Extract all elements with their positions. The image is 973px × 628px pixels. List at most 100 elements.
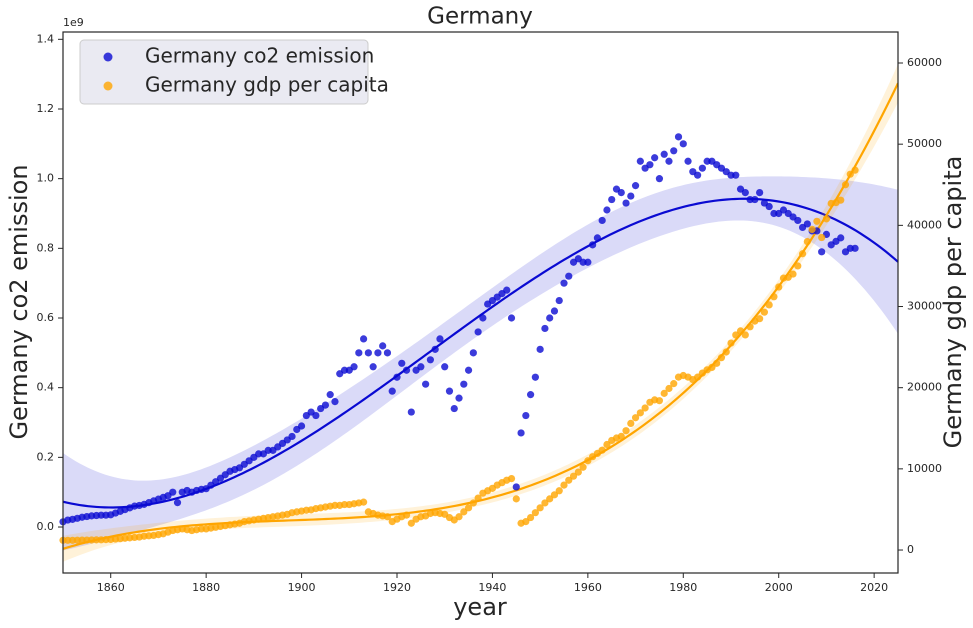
point [536, 345, 544, 353]
y-tick-label: 0.2 [37, 450, 55, 463]
point [584, 258, 592, 266]
point [794, 262, 802, 270]
point [608, 195, 616, 204]
point [636, 157, 644, 165]
point [665, 384, 673, 393]
legend-label: Germany co2 emission [145, 44, 374, 68]
point [331, 398, 339, 406]
point [837, 234, 845, 242]
point [531, 509, 539, 517]
y2-tick-label: 60000 [907, 56, 942, 69]
point [560, 481, 568, 489]
point [364, 349, 372, 357]
point [555, 487, 563, 495]
point [565, 476, 573, 484]
point [837, 196, 845, 204]
point [541, 499, 549, 507]
point [560, 279, 568, 287]
point [622, 199, 630, 207]
point [808, 225, 816, 234]
point [169, 488, 177, 496]
point [636, 409, 644, 417]
point [717, 354, 726, 362]
point [598, 446, 606, 454]
point [775, 283, 783, 291]
point [579, 463, 587, 471]
point [818, 233, 826, 242]
point [627, 192, 635, 200]
point [441, 363, 449, 371]
point [746, 323, 754, 331]
point [312, 411, 320, 420]
point [574, 468, 582, 476]
point [522, 411, 530, 420]
point [402, 511, 411, 519]
point [445, 387, 454, 395]
point [417, 363, 425, 371]
point [565, 272, 573, 280]
point [770, 293, 778, 301]
point [631, 414, 640, 422]
point [736, 327, 745, 335]
point [598, 216, 606, 225]
legend-marker [103, 81, 113, 91]
regression-line [63, 197, 898, 509]
point [402, 366, 411, 374]
point [670, 147, 678, 155]
point [584, 457, 592, 465]
point [436, 335, 444, 343]
x-tick-label: 1860 [97, 581, 125, 594]
point [455, 394, 463, 402]
point [383, 349, 392, 357]
point [474, 328, 482, 336]
point [627, 419, 635, 428]
point [660, 150, 668, 158]
point [503, 286, 511, 294]
x-tick-label: 1880 [192, 581, 220, 594]
points [59, 133, 859, 544]
point [756, 315, 764, 323]
point [603, 206, 611, 214]
y2-tick-label: 0 [907, 543, 914, 556]
point [507, 314, 516, 322]
legend-marker [103, 52, 113, 62]
x-tick-label: 1900 [288, 581, 316, 594]
point [541, 324, 549, 333]
point [531, 373, 539, 381]
point [407, 408, 415, 416]
point [593, 234, 602, 242]
point [655, 175, 664, 183]
point [660, 389, 668, 397]
point [708, 363, 716, 371]
legend-label: Germany gdp per capita [145, 73, 389, 97]
point [297, 422, 306, 430]
x-tick-label: 1980 [669, 581, 697, 594]
point [350, 363, 358, 371]
point [727, 339, 735, 347]
point [388, 387, 396, 395]
x-tick-label: 1940 [478, 581, 506, 594]
chart-title: Germany [427, 4, 533, 30]
point [374, 349, 382, 357]
point [756, 188, 764, 197]
point [651, 154, 659, 162]
x-tick-label: 2000 [765, 581, 793, 594]
y2-tick-label: 30000 [907, 300, 942, 313]
point [464, 504, 473, 512]
point [555, 296, 563, 305]
point [546, 495, 554, 503]
point [713, 359, 721, 367]
point [455, 513, 463, 521]
point [326, 391, 334, 399]
point [798, 250, 807, 258]
y2-tick-label: 50000 [907, 137, 942, 150]
point [846, 170, 854, 178]
point [431, 345, 439, 353]
y-tick-label: 0.4 [37, 381, 55, 394]
point [851, 244, 859, 252]
y2-tick-label: 40000 [907, 218, 942, 231]
point [617, 188, 625, 197]
y-tick-label: 1.2 [37, 102, 55, 115]
y-axis-label: Germany co2 emission [5, 164, 33, 439]
